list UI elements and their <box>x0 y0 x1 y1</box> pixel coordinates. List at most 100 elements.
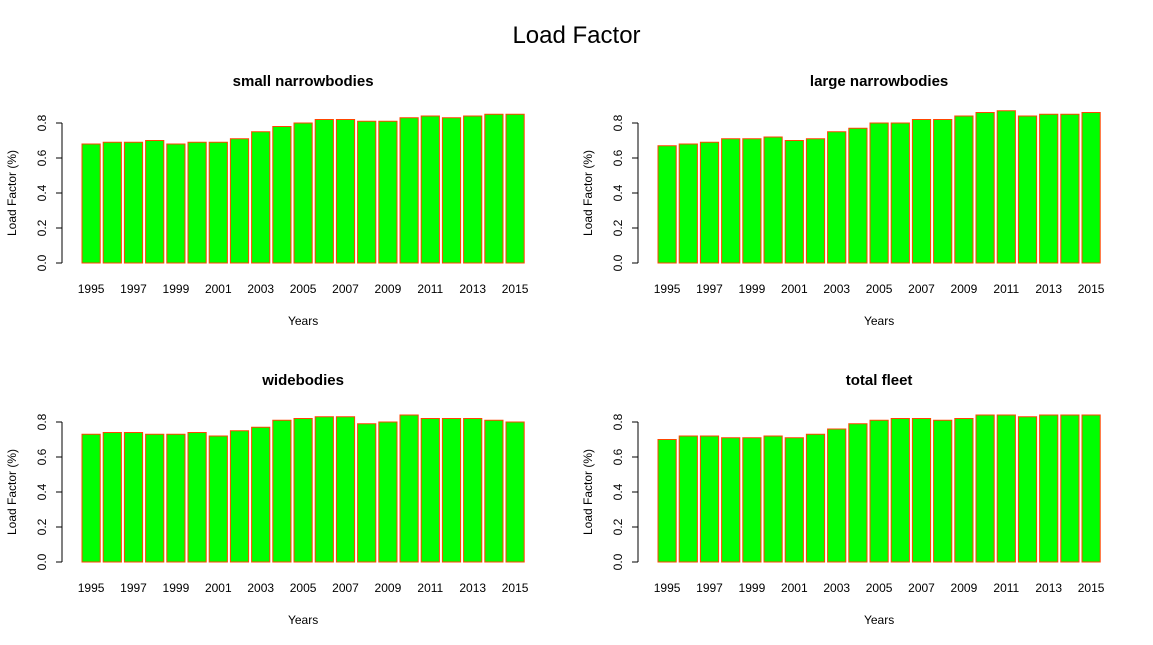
bar-2015 <box>1081 112 1101 264</box>
bar-2012 <box>441 117 462 264</box>
x-tick-label: 2013 <box>1035 282 1062 296</box>
bar-2015 <box>505 113 525 264</box>
chart-large-narrowbodies: large narrowbodies 0.0 0.2 0.4 0.6 0.8 1995 199… <box>581 73 1105 328</box>
x-tick-label: 2003 <box>247 282 274 296</box>
bar-2007 <box>335 119 356 264</box>
chart-widebodies: widebodies 0.0 0.2 0.4 0.6 0.8 1995 1997 1999 200… <box>5 372 529 627</box>
y-axis-label: Load Factor (%) <box>5 449 19 535</box>
bar-1998 <box>145 140 165 264</box>
bar-2006 <box>890 122 910 264</box>
x-axis-label: Years <box>288 314 318 328</box>
bar-2009 <box>954 418 974 563</box>
x-tick-label: 2003 <box>823 581 850 595</box>
bar-2008 <box>357 423 377 563</box>
x-tick-label: 2013 <box>1035 581 1062 595</box>
bar-2005 <box>293 418 313 563</box>
bar-2005 <box>293 122 313 264</box>
x-tick-label: 1999 <box>739 581 766 595</box>
x-tick-label: 1999 <box>163 282 190 296</box>
bar-1999 <box>166 433 186 563</box>
bar-2001 <box>784 140 804 264</box>
panel-title: total fleet <box>846 372 913 389</box>
x-tick-label: 2015 <box>502 282 529 296</box>
bar-2001 <box>208 141 228 264</box>
bar-2003 <box>827 428 847 563</box>
bar-2005 <box>869 122 889 264</box>
bar-2009 <box>954 115 974 264</box>
bar-2006 <box>890 418 910 563</box>
bar-2005 <box>869 419 889 563</box>
bar-2004 <box>848 423 868 563</box>
bar-1997 <box>123 432 144 563</box>
bar-1998 <box>721 138 741 264</box>
bar-2014 <box>1060 113 1080 264</box>
y-tick-label: 0.8 <box>35 413 49 430</box>
bar-2008 <box>357 120 377 264</box>
y-tick-label: 0.2 <box>611 219 625 236</box>
bar-2001 <box>208 435 228 563</box>
x-tick-label: 2005 <box>290 282 317 296</box>
y-tick-label: 0.2 <box>35 219 49 236</box>
y-tick-label: 0.6 <box>35 448 49 465</box>
x-tick-label: 2005 <box>290 581 317 595</box>
bar-2000 <box>763 435 783 563</box>
bar-2011 <box>996 110 1016 264</box>
bar-2011 <box>420 418 440 563</box>
bar-1995 <box>81 143 101 264</box>
bar-2000 <box>187 141 207 264</box>
x-tick-label: 2005 <box>866 282 893 296</box>
bar-2002 <box>229 138 250 264</box>
y-tick-label: 0.4 <box>35 184 49 201</box>
bar-1998 <box>721 437 741 563</box>
bar-2011 <box>996 414 1016 563</box>
bar-2013 <box>463 115 483 264</box>
bar-2000 <box>763 136 783 264</box>
x-tick-label: 2003 <box>247 581 274 595</box>
chart-small-narrowbodies: small narrowbodies 0.0 0.2 0.4 0.6 0.8 1995 199… <box>5 73 529 328</box>
bar-2001 <box>784 437 804 563</box>
x-tick-label: 2005 <box>866 581 893 595</box>
bar-2012 <box>1017 115 1038 264</box>
x-tick-label: 2001 <box>205 581 232 595</box>
bar-2007 <box>335 416 356 563</box>
x-tick-label: 2015 <box>1078 581 1105 595</box>
bar-2009 <box>378 421 398 563</box>
y-tick-label: 0.8 <box>35 114 49 131</box>
bar-1996 <box>678 143 698 264</box>
bar-1997 <box>699 435 720 563</box>
bar-2014 <box>484 113 504 264</box>
x-tick-label: 1999 <box>739 282 766 296</box>
y-tick-label: 0.0 <box>611 254 625 271</box>
x-axis-label: Years <box>864 314 894 328</box>
bar-2010 <box>399 117 419 264</box>
bar-1996 <box>102 141 122 264</box>
y-tick-label: 0.2 <box>611 518 625 535</box>
bar-1995 <box>657 439 677 563</box>
x-tick-label: 2007 <box>908 581 935 595</box>
x-tick-label: 1997 <box>120 282 147 296</box>
x-tick-label: 1997 <box>696 282 723 296</box>
y-tick-label: 0.8 <box>611 413 625 430</box>
y-tick-label: 0.8 <box>611 114 625 131</box>
y-tick-label: 0.4 <box>611 184 625 201</box>
x-tick-label: 1995 <box>654 581 681 595</box>
bar-1998 <box>145 433 165 563</box>
bar-2000 <box>187 432 207 563</box>
x-tick-label: 1997 <box>696 581 723 595</box>
bar-2004 <box>848 127 868 264</box>
bar-2006 <box>314 416 334 563</box>
x-tick-label: 2007 <box>908 282 935 296</box>
bar-1997 <box>123 141 144 264</box>
x-tick-label: 2011 <box>993 581 1019 595</box>
y-tick-label: 0.0 <box>611 553 625 570</box>
y-tick-label: 0.0 <box>35 553 49 570</box>
bar-2007 <box>911 418 932 563</box>
bar-2013 <box>1039 414 1059 563</box>
bar-2004 <box>272 419 292 563</box>
x-tick-label: 2009 <box>951 282 978 296</box>
x-tick-label: 1995 <box>78 581 105 595</box>
bar-1996 <box>678 435 698 563</box>
y-tick-label: 0.4 <box>611 483 625 500</box>
bar-2011 <box>420 115 440 264</box>
y-axis-label: Load Factor (%) <box>581 150 595 236</box>
